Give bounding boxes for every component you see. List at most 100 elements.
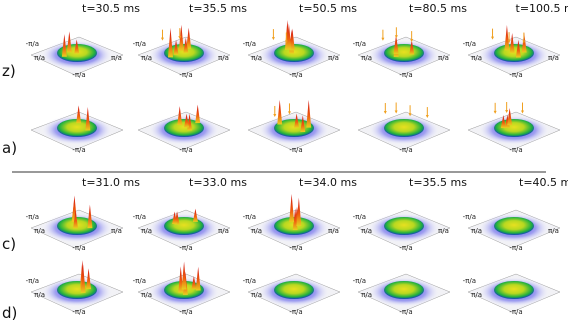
spike [306,99,312,128]
arrow-head [493,110,497,114]
panel: -π/a π/a π/a -π/a [133,24,231,79]
spike [277,99,283,125]
blob [274,281,314,299]
spike [289,28,295,51]
spike [173,39,179,55]
axis-label: π/a [548,227,559,235]
arrow-head [394,35,398,39]
axis-label: π/a [34,227,45,235]
axis-label: π/a [218,54,229,62]
arrow-head [287,111,291,115]
axis-label: -π/a [243,40,256,48]
spike [289,194,295,223]
spike [177,106,183,126]
spike [286,23,292,50]
axis-label: π/a [328,227,339,235]
axis-label: π/a [141,227,152,235]
row-label: d) [2,304,17,322]
axis-label: -π/a [133,213,146,221]
axis-label: -π/a [289,308,302,316]
panel: -π/a π/a -π/a [353,273,451,316]
axis-label: π/a [471,227,482,235]
panel: -π/a [467,102,561,154]
spike [61,34,67,57]
spike [86,268,92,290]
arrow-head [271,37,275,41]
axis-label: -π/a [509,71,522,79]
axis-label: -π/a [26,40,39,48]
row-label: z) [2,62,16,80]
spike [181,261,187,290]
arrow-head [491,36,495,40]
arrow-head [522,40,526,44]
axis-label: π/a [548,54,559,62]
axis-label: -π/a [289,244,302,252]
spike [191,276,197,290]
arrow-head [408,113,412,117]
blob [494,217,534,235]
axis-label: -π/a [26,213,39,221]
panel: -π/a π/a -π/a [26,260,124,316]
axis-label: -π/a [179,71,192,79]
arrow-head [383,111,387,115]
spike [76,105,82,124]
spike [66,31,72,53]
spike [504,24,510,51]
axis-label: π/a [34,291,45,299]
panel: -π/a π/a π/a -π/a [463,209,561,252]
spike [74,39,80,54]
panel: -π/a π/a π/a -π/a [243,19,341,79]
panel: -π/a π/a π/a -π/a [26,31,124,79]
axis-label: -π/a [243,277,256,285]
axis-label: -π/a [399,146,412,154]
arrow-head [505,110,509,114]
axis-label: -π/a [289,71,302,79]
axis-label: π/a [361,54,372,62]
panel: -π/a [357,102,451,154]
blob [384,44,424,62]
axis-label: -π/a [72,244,85,252]
arrow-head [160,37,164,41]
panel: -π/a π/a -π/a [133,261,231,316]
spike [195,266,201,291]
spike [292,208,298,231]
panel: -π/a [247,99,341,154]
axis-label: -π/a [399,71,412,79]
time-label: t=40.5 ms [519,176,568,189]
arrow-head [394,110,398,114]
arrow-head [284,40,288,44]
axis-label: -π/a [509,146,522,154]
blob [384,217,424,235]
spike [80,264,86,293]
panel: -π/a π/a π/a -π/a [26,195,124,252]
blob [494,44,534,62]
axis-label: π/a [361,291,372,299]
panel: -π/a π/a π/a -π/a [133,208,231,252]
spike [186,27,192,49]
axis-label: -π/a [353,213,366,221]
spike [393,34,399,55]
axis-label: -π/a [353,40,366,48]
axis-label: -π/a [179,146,192,154]
time-label: t=34.0 ms [299,176,357,189]
panel: -π/a [137,104,231,154]
axis-label: -π/a [72,71,85,79]
spike [183,37,189,53]
spike [515,39,521,58]
panel: -π/a [30,105,124,154]
spike [509,33,515,53]
time-label: t=31.0 ms [82,176,140,189]
blob [494,119,534,137]
time-label: t=50.5 ms [299,2,357,15]
blob [57,281,97,299]
axis-label: π/a [251,291,262,299]
axis-label: π/a [251,227,262,235]
axis-label: π/a [34,54,45,62]
row-label: c) [2,235,16,253]
panel: -π/a π/a π/a -π/a [243,194,341,252]
arrow-head [178,36,182,40]
axis-label: -π/a [463,213,476,221]
arrow-head [381,37,385,41]
spike [192,208,198,222]
axis-label: -π/a [463,40,476,48]
